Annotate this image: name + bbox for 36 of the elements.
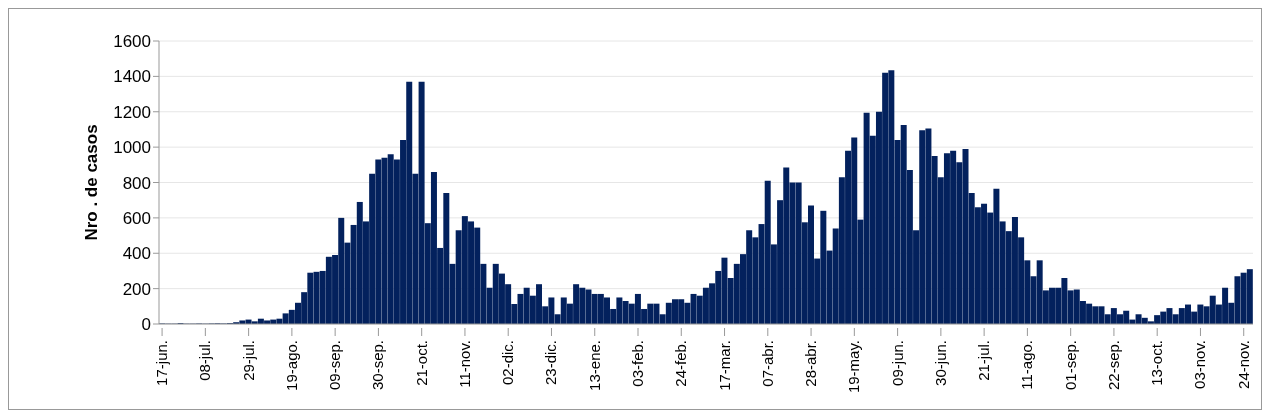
x-tick-label: 21-jul. bbox=[975, 340, 993, 381]
x-tick-label: 30-sep. bbox=[369, 340, 387, 391]
x-tick-label: 24-feb. bbox=[672, 340, 690, 387]
y-axis-title: Nro . de casos bbox=[82, 124, 102, 241]
x-tick-label: 28-abr. bbox=[802, 340, 820, 387]
x-tick-label: 19-may. bbox=[845, 340, 863, 394]
x-tick-label: 08-jul. bbox=[196, 340, 214, 381]
x-tick-label: 29-jul. bbox=[239, 340, 257, 381]
x-tick-label: 23-dic. bbox=[542, 340, 560, 386]
y-tick-label: 1000 bbox=[113, 138, 151, 158]
x-tick-label: 03-nov. bbox=[1191, 340, 1209, 389]
x-tick-label: 11-nov. bbox=[455, 340, 473, 388]
y-tick-label: 800 bbox=[122, 173, 151, 193]
x-tick-label: 09-jun. bbox=[888, 340, 906, 386]
x-tick-label: 13-oct. bbox=[1148, 340, 1166, 386]
x-tick-label: 22-sep. bbox=[1104, 340, 1122, 391]
x-tick-label: 01-sep. bbox=[1061, 340, 1079, 391]
y-tick-label: 1200 bbox=[113, 102, 151, 122]
y-tick-label: 1400 bbox=[113, 67, 151, 87]
y-tick-label: 200 bbox=[122, 279, 151, 299]
x-tick-label: 11-ago. bbox=[1018, 340, 1036, 390]
y-tick-label: 0 bbox=[141, 315, 151, 335]
x-tick-label: 30-jun. bbox=[931, 340, 949, 386]
x-tick-label: 24-nov. bbox=[1234, 340, 1252, 389]
x-tick-label: 02-dic. bbox=[499, 340, 517, 386]
x-tick-label: 21-oct. bbox=[412, 340, 430, 386]
y-tick-label: 600 bbox=[122, 208, 151, 228]
x-tick-label: 03-feb. bbox=[629, 340, 647, 387]
x-tick-label: 07-abr. bbox=[758, 340, 776, 387]
x-tick-label: 17-mar. bbox=[715, 340, 733, 391]
x-tick-label: 09-sep. bbox=[326, 340, 344, 391]
x-tick-label: 19-ago. bbox=[282, 340, 300, 391]
x-tick-label: 13-ene. bbox=[585, 340, 603, 391]
x-tick-label: 17-jun. bbox=[153, 340, 171, 386]
y-tick-label: 400 bbox=[122, 244, 151, 264]
y-tick-label: 1600 bbox=[113, 32, 151, 52]
